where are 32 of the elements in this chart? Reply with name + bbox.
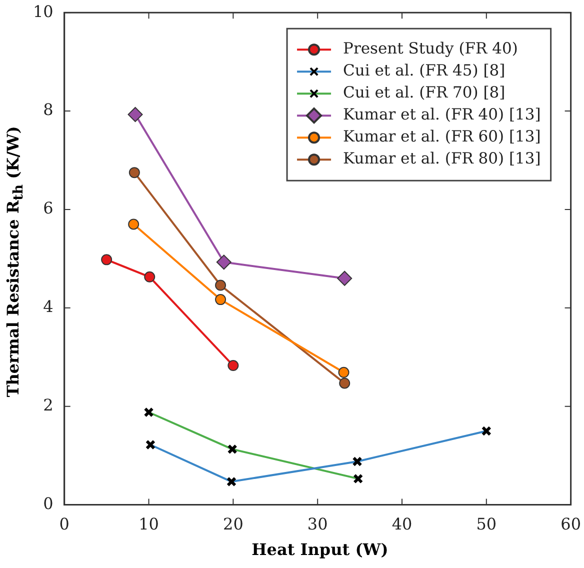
point [101, 254, 112, 266]
legend-label: Present Study (FR 40) [343, 40, 518, 58]
point [228, 360, 239, 372]
point [128, 167, 140, 178]
y-tick-label: 10 [33, 2, 54, 21]
legend-label: Cui et al. (FR 70) [8] [343, 84, 506, 102]
legend-label: Kumar et al. (FR 40) [13] [343, 106, 541, 124]
legend-label: Kumar et al. (FR 60) [13] [343, 128, 541, 146]
x-tick-label: 20 [223, 514, 244, 534]
point [215, 280, 226, 291]
point [339, 378, 350, 389]
x-axis-title: Heat Input (W) [250, 540, 390, 559]
y-tick-label: 8 [43, 100, 54, 120]
x-tick-label: 60 [560, 514, 581, 534]
y-tick-label: 6 [43, 198, 54, 218]
y-tick-label: 0 [43, 494, 54, 513]
legend-label: Kumar et al. (FR 80) [13] [343, 150, 541, 168]
point [128, 106, 143, 122]
point [337, 270, 352, 286]
point [128, 218, 140, 230]
x-tick-label: 50 [476, 514, 497, 534]
x-tick-label: 10 [138, 514, 159, 534]
point [215, 294, 226, 306]
y-tick-label: 4 [43, 297, 54, 316]
legend-label: Cui et al. (FR 45) [8] [343, 62, 506, 80]
x-tick-label: 0 [59, 514, 70, 534]
y-tick-label: 2 [43, 396, 54, 415]
x-tick-label: 40 [392, 514, 412, 534]
point [216, 254, 232, 270]
x-tick-label: 30 [307, 514, 328, 534]
point [338, 366, 350, 378]
point [144, 271, 156, 282]
